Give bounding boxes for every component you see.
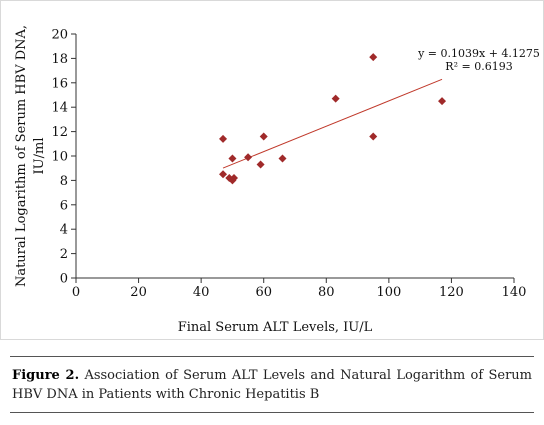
chart-frame: 0 2 4 6 8 10 12 14 16 18 20 0 20 40 60 80 100 120 140 y = … [0, 0, 544, 340]
y-tick-label: 0 [60, 272, 68, 287]
data-point [219, 134, 228, 143]
y-tick-label: 18 [51, 52, 68, 67]
trendline-r-squared: R² = 0.6193 [445, 60, 512, 73]
caption-rule-bottom [10, 412, 534, 413]
trendline-equation: y = 0.1039x + 4.1275 [417, 47, 540, 60]
scatter-chart: 0 2 4 6 8 10 12 14 16 18 20 0 20 40 60 80 100 120 140 y = … [14, 25, 540, 335]
trendline [222, 78, 443, 169]
data-point [219, 170, 228, 179]
figure-caption-text: Association of Serum ALT Levels and Natu… [12, 368, 532, 402]
x-tick-label: 20 [130, 285, 147, 300]
x-tick-label: 140 [502, 285, 527, 300]
x-axis-title: Final Serum ALT Levels, IU/L [178, 320, 373, 335]
y-tick-label: 16 [51, 76, 68, 91]
data-point [278, 154, 287, 163]
x-tick-label: 100 [376, 285, 401, 300]
y-axis-title-line2: IU/ml [32, 138, 47, 175]
y-tick-label: 4 [60, 223, 68, 238]
y-tick-label: 8 [60, 174, 68, 189]
y-axis-title: Natural Logarithm of Serum HBV DNA, IU/m… [14, 25, 47, 287]
x-tick-label: 80 [318, 285, 335, 300]
y-tick-label: 10 [51, 150, 68, 165]
y-tick-label: 14 [51, 101, 68, 116]
data-point [331, 94, 340, 103]
x-tick-label: 0 [72, 285, 80, 300]
data-point [369, 53, 378, 62]
figure-caption: Figure 2. Association of Serum ALT Level… [12, 366, 532, 404]
data-point [244, 153, 253, 162]
y-axis-title-line1: Natural Logarithm of Serum HBV DNA, [14, 25, 29, 287]
y-tick-label: 2 [60, 247, 68, 262]
x-tick-label: 60 [255, 285, 272, 300]
data-point [228, 154, 237, 163]
x-tick-label: 120 [439, 285, 464, 300]
x-tick-label: 40 [193, 285, 210, 300]
y-tick-label: 20 [51, 28, 68, 43]
y-tick-label: 12 [51, 125, 68, 140]
data-points [219, 53, 447, 185]
figure-label: Figure 2. [12, 368, 80, 383]
data-point [259, 132, 268, 141]
data-point [229, 173, 238, 182]
data-point [369, 132, 378, 141]
ticks: 0 2 4 6 8 10 12 14 16 18 20 0 20 40 60 80 100 120 140 [51, 28, 526, 301]
y-tick-label: 6 [60, 198, 68, 213]
data-point [438, 97, 447, 106]
data-point [256, 160, 265, 169]
caption-rule-top [10, 356, 534, 357]
